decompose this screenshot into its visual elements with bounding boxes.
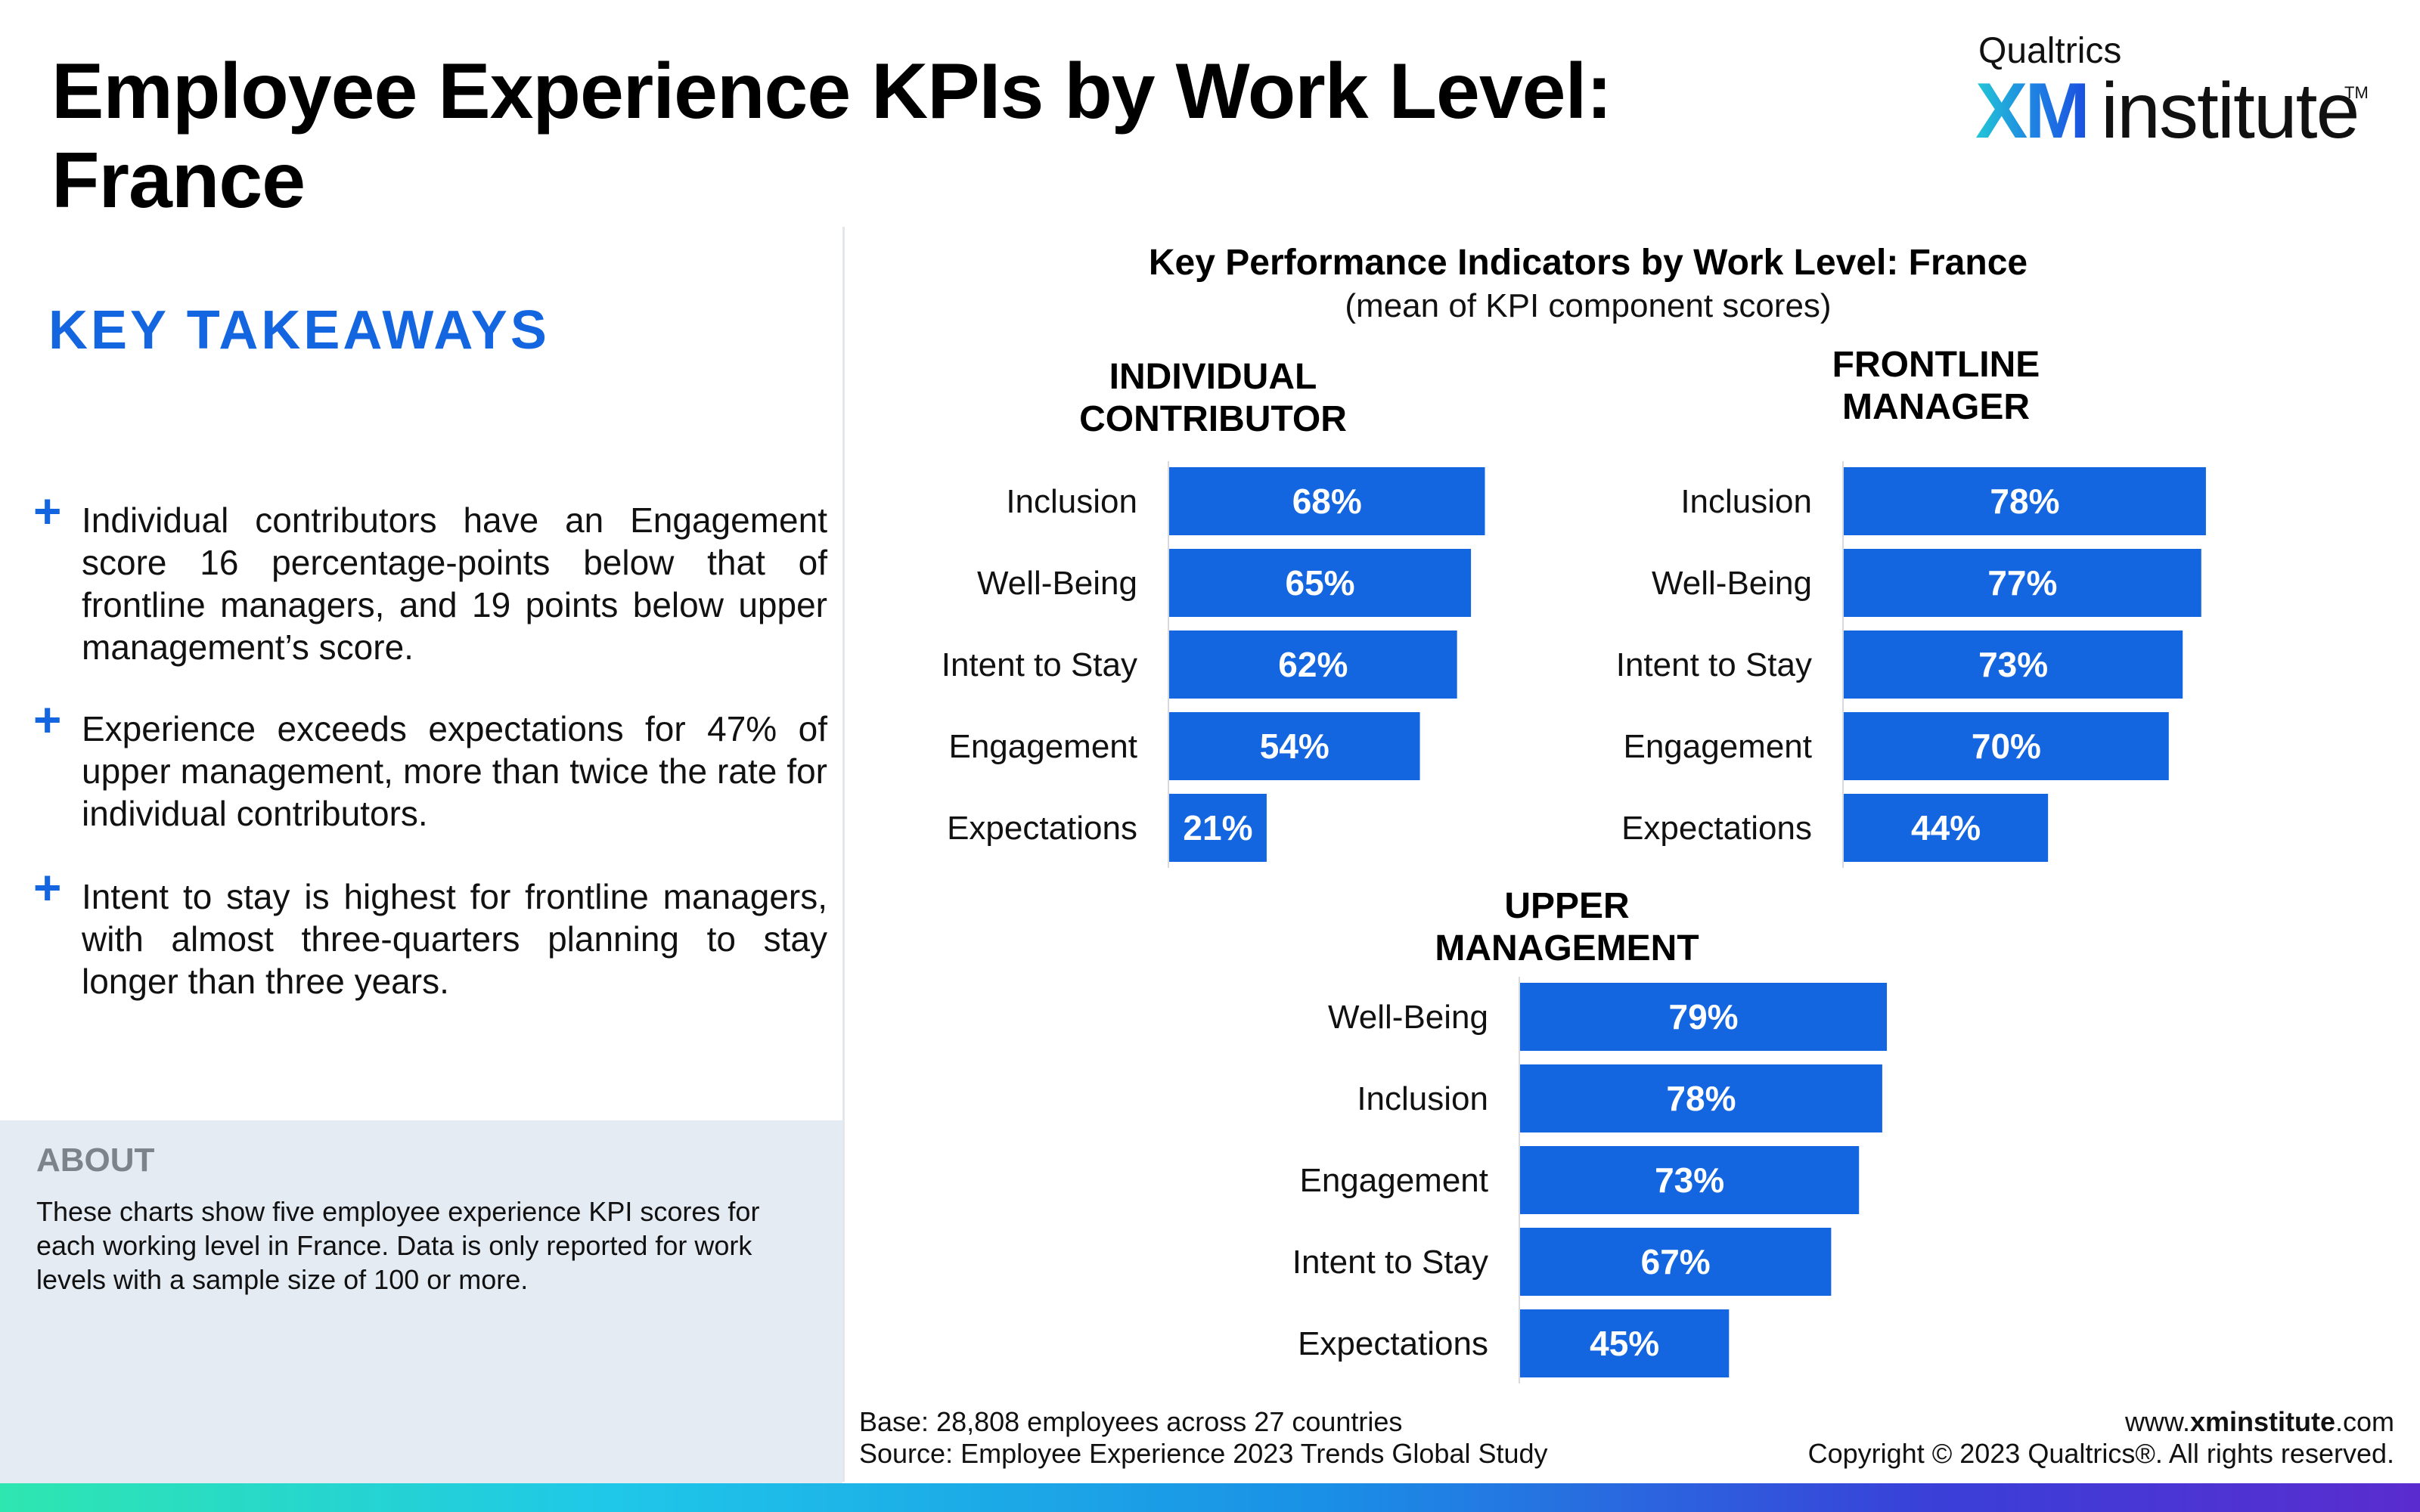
page-title: Employee Experience KPIs by Work Level: … [51, 48, 1612, 225]
about-panel: ABOUT These charts show five employee ex… [0, 1120, 842, 1483]
xm-institute-logo: Qualtrics XM institute TM [1975, 30, 2369, 155]
plus-icon: + [33, 692, 62, 747]
category-label: Intent to Stay [942, 646, 1137, 683]
bar [1169, 794, 1267, 862]
bar [1169, 467, 1485, 535]
category-label: Well-Being [1328, 999, 1488, 1036]
bar-value-label: 70% [1972, 727, 2041, 766]
chart-panel-title: UPPER [1504, 886, 1629, 926]
footer-base: Base: 28,808 employees across 27 countri… [859, 1406, 1403, 1437]
footer-credits: www.xminstitute.com Copyright © 2023 Qua… [1808, 1406, 2394, 1470]
category-label: Well-Being [1652, 565, 1812, 602]
bar [1844, 467, 2206, 535]
footer-notes: Base: 28,808 employees across 27 countri… [859, 1406, 1548, 1470]
bar-value-label: 45% [1590, 1324, 1659, 1363]
bar-value-label: 21% [1183, 808, 1252, 847]
category-label: Well-Being [977, 565, 1137, 602]
bar [1844, 712, 2169, 780]
vertical-divider [842, 227, 845, 1482]
bar-value-label: 78% [1990, 482, 2059, 521]
key-takeaways-heading: KEY TAKEAWAYS [48, 300, 550, 361]
bar-value-label: 68% [1292, 482, 1362, 521]
footer-source: Source: Employee Experience 2023 Trends … [859, 1438, 1548, 1469]
chart-title: Key Performance Indicators by Work Level… [1148, 243, 2028, 283]
category-label: Intent to Stay [1616, 646, 1812, 683]
about-text: These charts show five employee experien… [36, 1196, 760, 1295]
bar [1520, 1064, 1882, 1132]
category-label: Engagement [1299, 1162, 1488, 1199]
bar [1844, 631, 2183, 699]
plus-icon: + [33, 860, 62, 915]
logo-tm: TM [2344, 83, 2369, 102]
category-label: Engagement [948, 728, 1137, 765]
chart-panel-title: INDIVIDUAL [1109, 357, 1317, 397]
category-label: Inclusion [1006, 483, 1137, 520]
bar-value-label: 73% [1978, 645, 2048, 684]
bar [1169, 631, 1457, 699]
bar [1520, 1309, 1730, 1377]
category-label: Inclusion [1357, 1080, 1488, 1117]
footer-copyright: Copyright © 2023 Qualtrics®. All rights … [1807, 1438, 2394, 1469]
category-label: Expectations [947, 810, 1137, 847]
bar-value-label: 78% [1666, 1079, 1736, 1118]
bar-value-label: 65% [1286, 563, 1355, 603]
bar-value-label: 54% [1260, 727, 1329, 766]
bar [1169, 712, 1420, 780]
bar-value-label: 73% [1655, 1160, 1724, 1200]
about-heading: ABOUT [36, 1142, 155, 1179]
bar [1520, 983, 1888, 1051]
takeaway-text: Individual contributors have an Engageme… [82, 500, 827, 667]
bar [1520, 1228, 1832, 1296]
bar [1169, 549, 1472, 617]
logo-brand: Qualtrics [1978, 31, 2122, 71]
bar [1520, 1146, 1860, 1214]
category-label: Intent to Stay [1292, 1244, 1488, 1281]
takeaway-text: Experience exceeds expectations for 47% … [82, 709, 827, 833]
category-label: Expectations [1621, 810, 1812, 847]
footer-gradient-bar [0, 1483, 2420, 1512]
chart-panel-title: CONTRIBUTOR [1079, 399, 1347, 439]
chart-subtitle: (mean of KPI component scores) [1345, 287, 1832, 324]
bar-value-label: 67% [1641, 1242, 1711, 1281]
takeaway-text: Intent to stay is highest for frontline … [82, 877, 827, 1001]
logo-xm: XM [1975, 67, 2090, 155]
chart-panel-title: MANAGER [1842, 387, 2030, 427]
bar-value-label: 77% [1987, 563, 2057, 603]
chart-panel-title: MANAGEMENT [1435, 928, 1699, 968]
category-label: Engagement [1623, 728, 1812, 765]
category-label: Inclusion [1680, 483, 1812, 520]
footer-website[interactable]: www.xminstitute.com [2124, 1406, 2394, 1437]
bar [1844, 794, 2049, 862]
chart-panel-title: FRONTLINE [1832, 345, 2040, 385]
logo-institute: institute [2101, 67, 2360, 155]
bar-value-label: 79% [1668, 997, 1738, 1036]
plus-icon: + [33, 484, 62, 538]
bar-value-label: 62% [1278, 645, 1348, 684]
bar [1844, 549, 2201, 617]
category-label: Expectations [1298, 1325, 1488, 1362]
bar-value-label: 44% [1911, 808, 1981, 847]
